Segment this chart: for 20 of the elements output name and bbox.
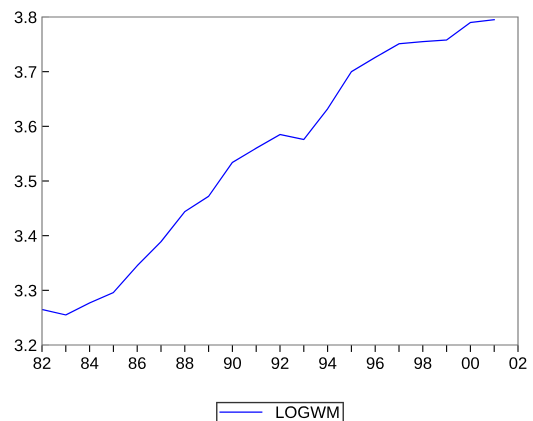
- y-tick-label: 3.7: [14, 66, 36, 78]
- y-tick-label: 3.4: [14, 230, 37, 242]
- x-tick-label: 86: [128, 357, 146, 370]
- x-tick-label: 92: [272, 357, 288, 370]
- x-tick-label: 90: [224, 357, 242, 370]
- y-tick-label: 3.3: [14, 284, 36, 297]
- x-tick-label: 94: [319, 357, 336, 370]
- x-tick-label: 88: [176, 357, 194, 370]
- x-tick-label: 00: [462, 357, 480, 370]
- y-tick-label: 3.6: [14, 120, 36, 133]
- line-series: [42, 19, 495, 316]
- y-tick-label: 3.8: [14, 11, 36, 24]
- x-tick-label: 96: [366, 357, 384, 370]
- x-tick-label: 02: [509, 357, 526, 370]
- y-tick-label: 3.2: [14, 339, 36, 352]
- x-tick-label: 98: [414, 357, 432, 370]
- legend-label: LOGWM: [276, 406, 339, 418]
- y-tick-label: 3.5: [14, 175, 36, 188]
- x-tick-label: 82: [33, 357, 50, 370]
- x-tick-label: 84: [81, 357, 98, 370]
